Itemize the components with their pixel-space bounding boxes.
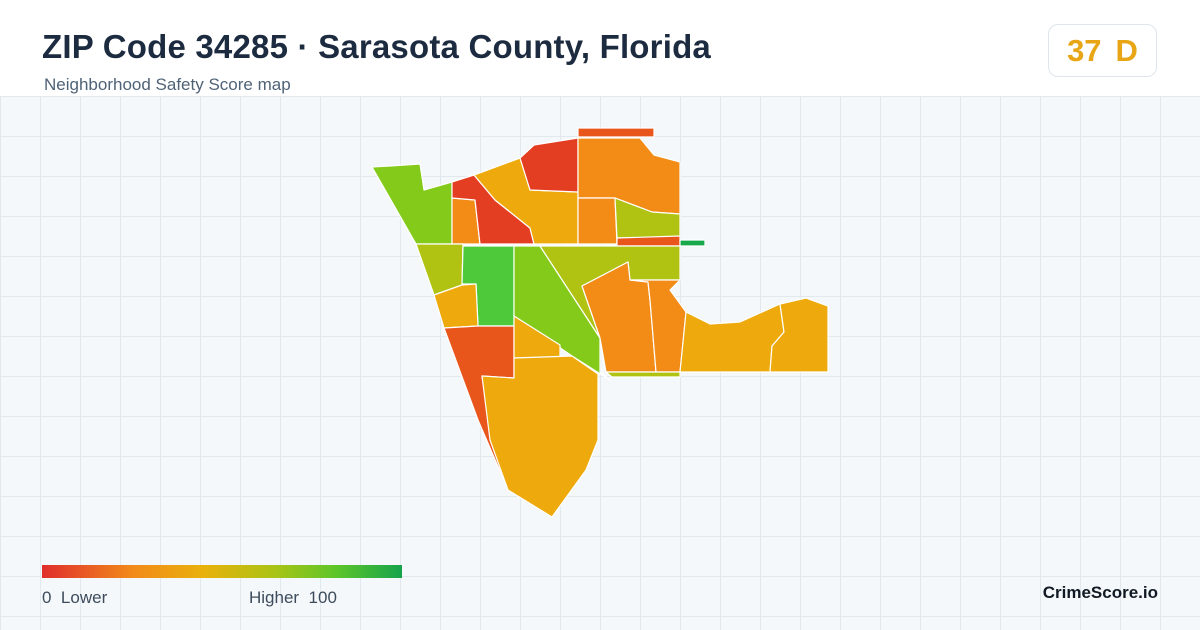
map-region[interactable]: [481, 355, 599, 518]
map-region[interactable]: [371, 163, 453, 245]
legend-low-text: Lower: [60, 588, 108, 607]
legend-high-value: 100: [308, 588, 337, 607]
map-region[interactable]: [577, 197, 618, 245]
map-region[interactable]: [616, 235, 681, 247]
safety-score-badge: 37 D: [1048, 24, 1157, 77]
legend-high-text: Higher: [249, 588, 300, 607]
brand-logo-text[interactable]: CrimeScore.io: [1042, 583, 1158, 602]
legend-color-scale: [42, 565, 402, 578]
legend-low-label: 0 Lower: [42, 588, 107, 608]
score-value: 37: [1067, 32, 1102, 68]
map-region[interactable]: [679, 239, 706, 247]
page-title: ZIP Code 34285 · Sarasota County, Florid…: [42, 28, 711, 65]
map-region[interactable]: [519, 137, 579, 193]
legend-high-label: Higher 100: [249, 588, 337, 608]
map-region[interactable]: [679, 303, 785, 373]
map-region[interactable]: [769, 297, 829, 373]
map-region[interactable]: [605, 371, 681, 378]
page-subtitle: Neighborhood Safety Score map: [44, 75, 291, 94]
legend-low-value: 0: [42, 588, 52, 607]
header: ZIP Code 34285 · Sarasota County, Florid…: [0, 0, 1200, 96]
map-region[interactable]: [577, 127, 655, 138]
score-grade: D: [1115, 32, 1138, 68]
map-region[interactable]: [433, 283, 479, 329]
